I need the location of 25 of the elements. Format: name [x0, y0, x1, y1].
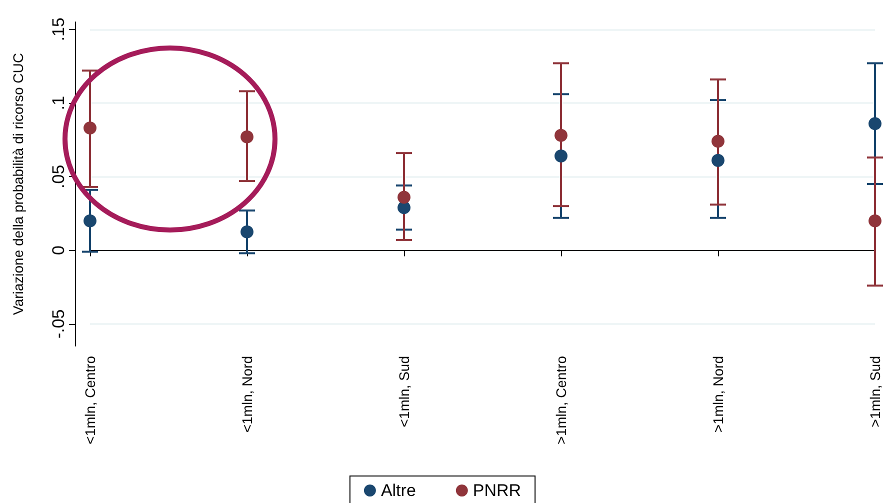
x-tick-label: >1mln, Centro — [553, 356, 569, 444]
point — [554, 150, 568, 163]
legend-label: Altre — [380, 481, 416, 500]
y-axis-title: Variazione della probabilità di ricorso CUC — [10, 53, 26, 315]
y-tick-label: 0 — [49, 246, 68, 256]
x-tick-label: <1mln, Nord — [239, 356, 255, 433]
point — [712, 134, 724, 148]
x-tick-label: >1mln, Nord — [710, 356, 726, 433]
point — [554, 128, 568, 142]
x-tick-label: <1mln, Centro — [82, 356, 98, 444]
point — [240, 130, 254, 144]
legend-label: PNRR — [472, 481, 522, 500]
y-tick-label: .1 — [49, 96, 68, 110]
point — [84, 122, 96, 135]
x-tick-label: <1mln, Sud — [396, 356, 412, 428]
point — [712, 154, 724, 167]
point — [84, 214, 96, 228]
y-tick-label: .15 — [49, 18, 68, 42]
y-tick-label: .05 — [49, 164, 68, 188]
point — [868, 214, 882, 228]
x-tick-label: >1mln, Sud — [867, 356, 883, 428]
y-tick-label: -.05 — [49, 309, 68, 339]
point — [240, 225, 254, 238]
point — [868, 117, 882, 130]
point — [398, 190, 410, 204]
